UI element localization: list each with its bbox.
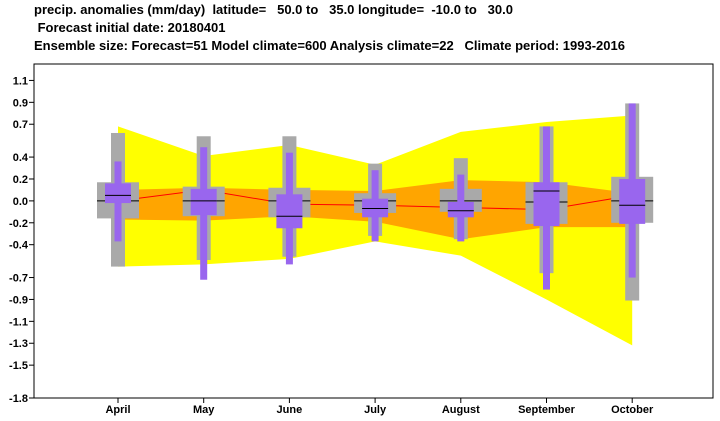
box-groups <box>97 103 654 301</box>
x-tick-label: October <box>611 404 654 416</box>
x-tick-label: June <box>277 404 303 416</box>
chart-title: precip. anomalies (mm/day) latitude= 50.… <box>34 2 513 17</box>
y-tick-label: 0.7 <box>13 119 28 131</box>
y-tick-label: 0.4 <box>13 152 29 164</box>
forecast-box <box>190 188 217 216</box>
forecast-date: Forecast initial date: 20180401 <box>34 20 226 35</box>
y-tick-label: -1.3 <box>9 338 28 350</box>
plot-frame <box>33 63 714 399</box>
box-group-october <box>611 103 654 301</box>
x-tick-label: April <box>105 404 130 416</box>
forecast-box <box>619 178 646 224</box>
y-tick-label: 0.9 <box>13 97 28 109</box>
forecast-box <box>105 183 131 204</box>
x-tick-label: May <box>193 404 215 416</box>
ensemble-info: Ensemble size: Forecast=51 Model climate… <box>34 38 625 53</box>
y-tick-label: -0.4 <box>9 240 29 252</box>
forecast-box <box>276 194 303 229</box>
y-tick-label: -1.5 <box>9 360 28 372</box>
y-tick-label: 0.0 <box>13 196 28 208</box>
forecast-box <box>533 182 560 227</box>
y-tick-label: -1.8 <box>9 393 28 405</box>
box-group-august <box>439 158 482 242</box>
box-group-july <box>354 163 397 242</box>
y-tick-label: -0.2 <box>9 218 28 230</box>
y-tick-label: -1.1 <box>9 316 28 328</box>
box-group-april <box>97 132 139 267</box>
forecast-box <box>362 198 389 218</box>
y-tick-label: -0.9 <box>9 294 28 306</box>
y-tick-label: -0.7 <box>9 273 28 285</box>
box-group-june <box>268 136 311 265</box>
x-tick-label: September <box>518 404 576 416</box>
forecast-box <box>447 201 474 218</box>
y-tick-label: 1.1 <box>13 75 28 87</box>
box-group-september <box>525 126 568 290</box>
y-tick-label: 0.2 <box>13 174 28 186</box>
axes: 1.1 0.9 0.7 0.4 0.2 0.0 -0.2 -0.4 -0.7 -0.9 -1.1 -1… <box>9 63 714 416</box>
box-group-may <box>182 136 225 280</box>
x-tick-label: August <box>442 404 480 416</box>
x-tick-label: July <box>364 404 387 416</box>
